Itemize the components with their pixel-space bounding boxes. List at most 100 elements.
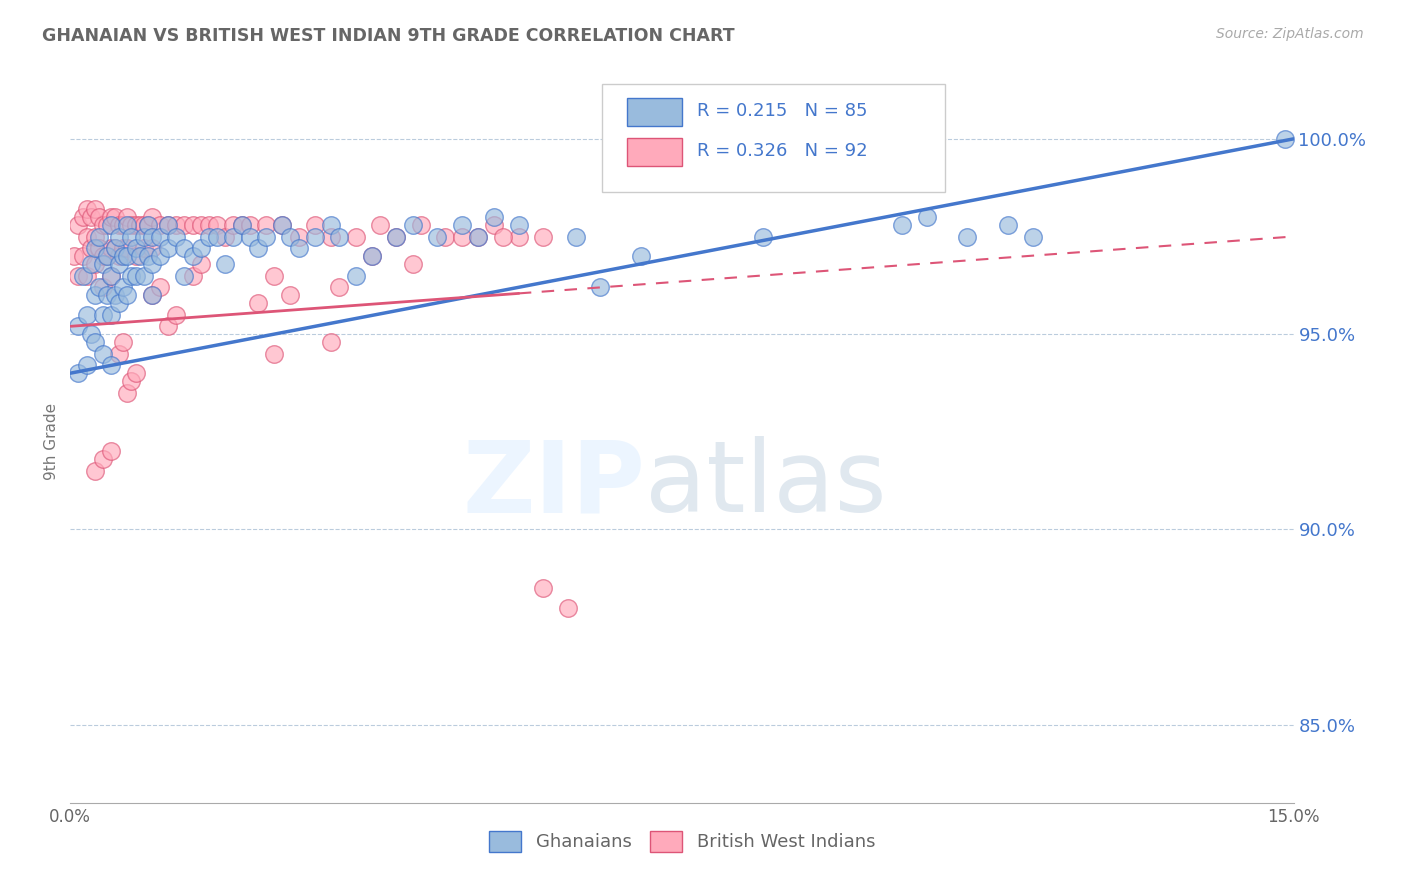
Point [181, 249, 204, 263]
Point [104, 241, 127, 255]
Point [104, 210, 127, 224]
Point [214, 257, 236, 271]
Point [165, 218, 187, 232]
Point [205, 229, 228, 244]
Point [141, 288, 163, 302]
Point [121, 218, 143, 232]
Point [157, 218, 180, 232]
Point [467, 229, 489, 244]
Point [100, 241, 122, 255]
Point [112, 334, 135, 349]
Point [63, 249, 86, 263]
Text: Source: ZipAtlas.com: Source: ZipAtlas.com [1216, 27, 1364, 41]
Point [198, 218, 221, 232]
Point [91, 346, 114, 360]
Text: R = 0.215   N = 85: R = 0.215 N = 85 [696, 103, 868, 120]
Point [181, 218, 204, 232]
Point [467, 229, 489, 244]
Point [1274, 132, 1296, 146]
Point [117, 210, 139, 224]
Point [165, 229, 187, 244]
Point [304, 218, 326, 232]
Point [87, 210, 110, 224]
Point [96, 288, 118, 302]
Point [67, 268, 90, 283]
Point [112, 218, 135, 232]
Point [141, 257, 163, 271]
Point [87, 229, 110, 244]
Point [557, 600, 579, 615]
Point [181, 268, 204, 283]
Point [287, 229, 309, 244]
Point [117, 385, 139, 400]
Text: ZIP: ZIP [463, 436, 645, 533]
Point [280, 288, 302, 302]
Bar [627, 98, 682, 126]
Point [112, 280, 135, 294]
Point [76, 359, 98, 373]
Point [157, 218, 180, 232]
Point [112, 241, 135, 255]
Point [67, 218, 90, 232]
Point [96, 249, 118, 263]
Point [79, 241, 103, 255]
Point [344, 268, 367, 283]
Point [361, 249, 384, 263]
Point [108, 296, 131, 310]
Point [508, 218, 530, 232]
Point [79, 327, 103, 342]
Point [409, 218, 432, 232]
Point [67, 319, 90, 334]
Point [108, 249, 131, 263]
FancyBboxPatch shape [602, 84, 945, 193]
Point [239, 218, 262, 232]
Point [565, 229, 588, 244]
Point [246, 296, 269, 310]
Point [104, 288, 127, 302]
Point [165, 308, 187, 322]
Point [173, 268, 195, 283]
Point [91, 249, 114, 263]
Point [83, 334, 105, 349]
Point [121, 374, 143, 388]
Point [508, 229, 530, 244]
Point [149, 249, 172, 263]
Point [72, 268, 94, 283]
Point [83, 288, 105, 302]
Point [128, 249, 150, 263]
Point [149, 229, 172, 244]
Point [222, 218, 245, 232]
Point [263, 268, 285, 283]
Point [630, 249, 652, 263]
Point [239, 229, 262, 244]
Point [149, 280, 172, 294]
Point [190, 257, 212, 271]
Point [121, 229, 143, 244]
Point [76, 268, 98, 283]
Text: atlas: atlas [645, 436, 887, 533]
Point [141, 241, 163, 255]
Point [141, 210, 163, 224]
Point [752, 229, 775, 244]
Point [173, 218, 195, 232]
Point [141, 229, 163, 244]
Point [96, 249, 118, 263]
Point [231, 218, 253, 232]
Point [149, 218, 172, 232]
Point [328, 280, 350, 294]
Point [157, 319, 180, 334]
Point [100, 210, 122, 224]
Point [108, 229, 131, 244]
Point [956, 229, 979, 244]
Point [83, 257, 105, 271]
Point [222, 229, 245, 244]
Point [190, 218, 212, 232]
Point [87, 280, 110, 294]
Point [76, 308, 98, 322]
Point [72, 210, 94, 224]
Point [91, 280, 114, 294]
Point [450, 218, 472, 232]
Text: GHANAIAN VS BRITISH WEST INDIAN 9TH GRADE CORRELATION CHART: GHANAIAN VS BRITISH WEST INDIAN 9TH GRAD… [42, 27, 735, 45]
Point [83, 464, 105, 478]
Point [104, 241, 127, 255]
